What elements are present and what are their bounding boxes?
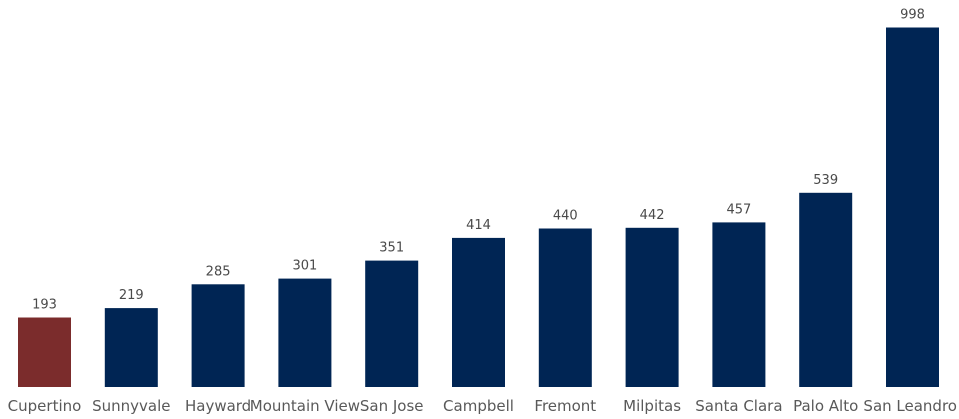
value-label-hayward: 285 <box>206 264 231 279</box>
value-label-campbell: 414 <box>466 218 491 233</box>
category-label-fremont: Fremont <box>534 397 596 415</box>
bar-san-leandro <box>886 27 939 387</box>
value-label-sunnyvale: 219 <box>119 288 144 303</box>
bar-fremont <box>538 228 592 387</box>
category-label-campbell: Campbell <box>443 397 514 415</box>
category-label-sunnyvale: Sunnyvale <box>92 397 170 415</box>
bar-palo-alto <box>799 192 853 387</box>
category-label-san-leandro: San Leandro <box>863 397 957 415</box>
category-label-san-jose: San Jose <box>360 397 424 415</box>
value-label-santa-clara: 457 <box>726 202 751 217</box>
bar-san-jose <box>365 260 419 387</box>
value-label-milpitas: 442 <box>640 208 665 223</box>
category-label-palo-alto: Palo Alto <box>793 397 858 415</box>
category-label-santa-clara: Santa Clara <box>695 397 782 415</box>
bar-cupertino <box>18 317 71 387</box>
bar-hayward <box>191 284 245 387</box>
value-labels-layer: 193 219 285 301 351 414 440 442 457 539 998 <box>32 8 925 313</box>
category-label-mountain-view: Mountain View <box>250 397 360 415</box>
bar-milpitas <box>625 227 679 387</box>
value-label-san-jose: 351 <box>379 241 404 256</box>
value-label-fremont: 440 <box>553 209 578 224</box>
value-label-palo-alto: 539 <box>813 173 838 188</box>
category-label-milpitas: Milpitas <box>623 397 681 415</box>
category-label-cupertino: Cupertino <box>8 397 82 415</box>
bar-santa-clara <box>712 222 766 387</box>
value-label-san-leandro: 998 <box>900 8 925 23</box>
bar-campbell <box>452 237 505 387</box>
bar-sunnyvale <box>104 308 158 387</box>
value-label-cupertino: 193 <box>32 298 57 313</box>
category-label-hayward: Hayward <box>185 397 251 415</box>
value-label-mountain-view: 301 <box>292 259 317 274</box>
bars-layer <box>18 27 939 387</box>
bar-mountain-view <box>278 278 332 387</box>
